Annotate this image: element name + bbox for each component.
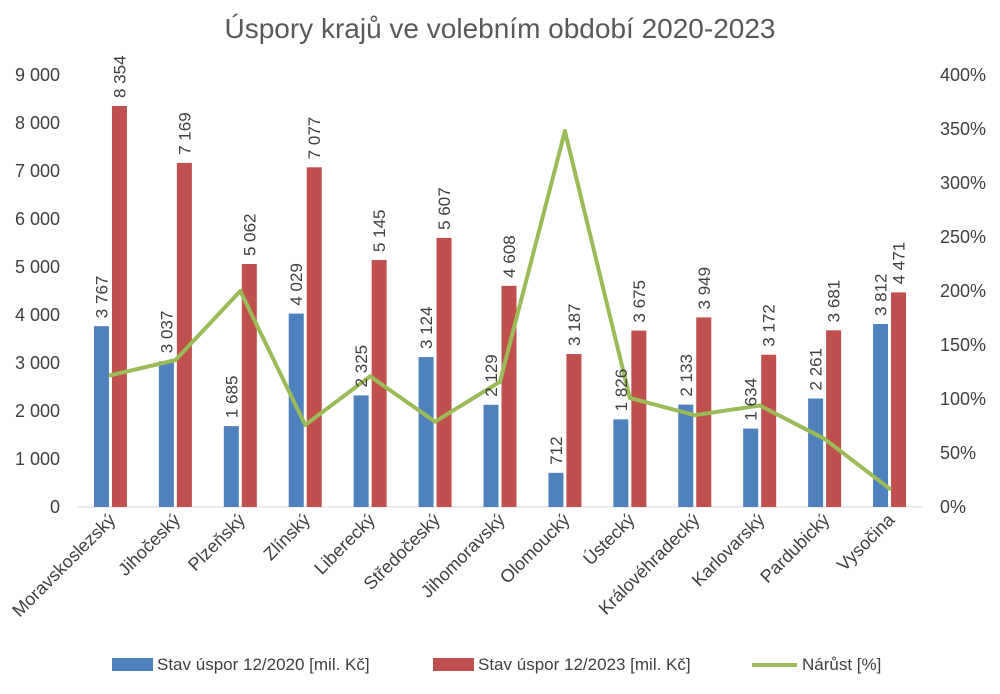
bar (241, 264, 257, 507)
bar (613, 419, 629, 507)
data-label: 1 685 (222, 376, 241, 419)
category-label: Moravskoslezský (8, 510, 119, 621)
bar (223, 426, 239, 507)
y-right-tick-label: 0% (940, 497, 966, 517)
line-point (173, 358, 178, 363)
bar (418, 357, 434, 507)
bar (761, 354, 777, 507)
y-right-tick-label: 200% (940, 281, 986, 301)
line-point (498, 379, 502, 384)
y-right-tick-label: 350% (940, 119, 986, 139)
line-point (692, 413, 697, 418)
legend-swatch (112, 658, 153, 671)
bar (548, 472, 564, 507)
bar (566, 354, 582, 507)
bar (826, 330, 842, 507)
data-label: 5 062 (240, 213, 259, 256)
line-point (368, 374, 373, 379)
category-label: Olomoucký (496, 510, 574, 588)
line-point (562, 129, 567, 134)
y-left-tick-label: 3 000 (15, 353, 60, 373)
category-label: Vysočina (833, 509, 899, 575)
bar (743, 428, 759, 507)
data-label: 2 325 (352, 345, 371, 388)
data-label: 1 634 (742, 378, 761, 421)
y-right-tick-label: 50% (940, 443, 976, 463)
y-right-tick-label: 100% (940, 389, 986, 409)
data-label: 3 812 (872, 273, 891, 316)
data-label: 3 124 (417, 307, 436, 350)
bar (678, 404, 694, 507)
data-label: 712 (547, 436, 566, 464)
y-left-tick-label: 0 (50, 497, 60, 517)
line-point (822, 436, 827, 441)
y-right-tick-label: 150% (940, 335, 986, 355)
bar (891, 292, 907, 507)
data-label: 7 077 (305, 117, 324, 160)
category-label: Liberecký (310, 510, 379, 579)
bar (483, 404, 499, 507)
data-label: 3 949 (695, 267, 714, 310)
y-left-tick-label: 1 000 (15, 449, 60, 469)
bar (306, 167, 322, 507)
legend-label: Stav úspor 12/2023 [mil. Kč] (478, 655, 691, 674)
data-label: 5 145 (370, 209, 389, 252)
data-label: 3 172 (760, 304, 779, 347)
bar (176, 162, 192, 507)
line-point (757, 403, 762, 408)
data-label: 2 133 (677, 354, 696, 397)
data-label: 5 607 (435, 187, 454, 230)
category-label: Pardubický (756, 510, 833, 587)
line-point (887, 486, 892, 491)
y-left-tick-label: 6 000 (15, 209, 60, 229)
bar (353, 395, 369, 507)
y-left-tick-label: 7 000 (15, 161, 60, 181)
y-left-tick-label: 4 000 (15, 305, 60, 325)
legend-label: Stav úspor 12/2020 [mil. Kč] (157, 655, 370, 674)
y-left-tick-label: 2 000 (15, 401, 60, 421)
chart-title: Úspory krajů ve volebním období 2020-202… (224, 13, 775, 44)
bar (631, 330, 647, 507)
data-label: 4 471 (890, 242, 909, 285)
data-label: 2 129 (482, 354, 501, 397)
data-label: 4 608 (500, 235, 519, 278)
bar (501, 285, 517, 507)
data-label: 4 029 (287, 263, 306, 306)
y-left-tick-label: 9 000 (15, 65, 60, 85)
y-right-tick-label: 250% (940, 227, 986, 247)
bar (808, 398, 824, 507)
bar (111, 106, 127, 508)
line-point (433, 419, 438, 424)
line-point (627, 395, 632, 400)
bar (158, 361, 174, 507)
data-label: 3 767 (92, 276, 111, 319)
data-label: 1 826 (612, 369, 631, 412)
data-label: 8 354 (110, 55, 129, 98)
line-point (238, 289, 243, 293)
category-label: Jihočeský (114, 510, 184, 580)
data-label: 3 681 (825, 280, 844, 323)
y-right-tick-label: 300% (940, 173, 986, 193)
y-left-tick-label: 5 000 (15, 257, 60, 277)
data-label: 3 675 (630, 280, 649, 323)
category-label: Zlínský (260, 510, 314, 564)
data-label: 2 261 (807, 348, 826, 391)
y-left-tick-label: 8 000 (15, 113, 60, 133)
y-right-tick-label: 400% (940, 65, 986, 85)
category-label: Ústecký (579, 509, 639, 569)
legend-swatch (433, 658, 474, 671)
legend-label: Nárůst [%] (802, 655, 881, 674)
line-point (108, 373, 113, 378)
bar (93, 326, 109, 507)
data-label: 3 187 (565, 303, 584, 346)
bar (436, 237, 452, 507)
category-label: Plzeňský (184, 510, 249, 575)
data-label: 7 169 (175, 112, 194, 155)
line-point (303, 422, 308, 427)
bar (873, 324, 889, 507)
data-label: 3 037 (157, 311, 176, 354)
